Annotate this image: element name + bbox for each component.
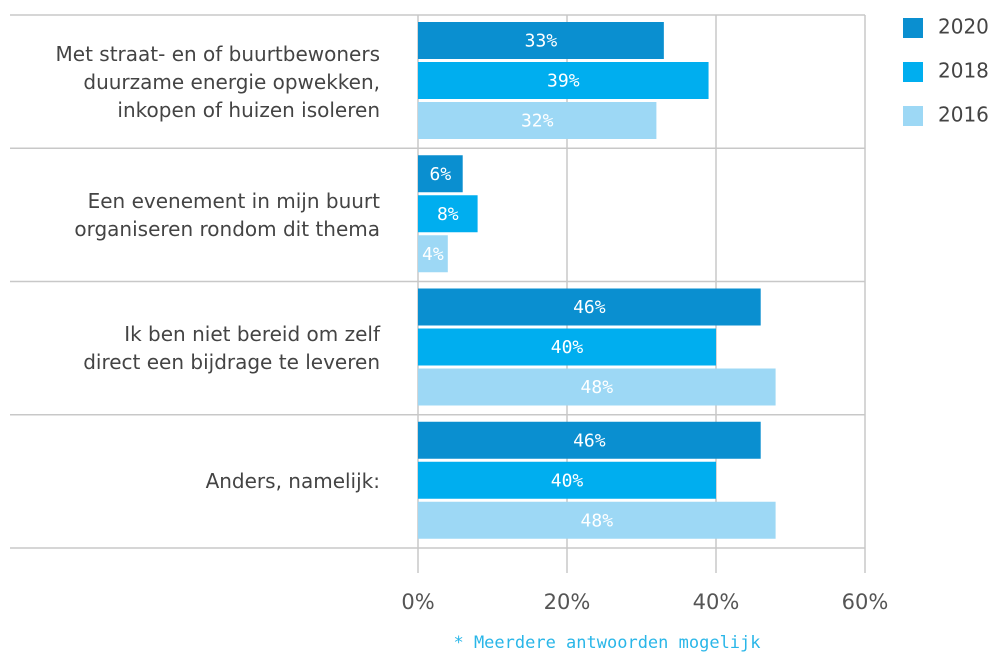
value-label: 48% [581,377,614,398]
bar [418,62,709,99]
bar [418,501,776,539]
bar [418,328,716,366]
footnote: * Meerdere antwoorden mogelijk [453,633,760,653]
value-label: 33% [525,31,558,52]
category-label: Ik ben niet bereid om zelf direct een bi… [83,322,380,375]
legend-swatch [903,18,923,38]
bar [418,195,478,233]
legend-label: 2018 [938,59,989,83]
x-tick-label: 40% [693,590,740,614]
category-label: Anders, namelijk: [205,469,380,494]
legend-label: 2020 [938,15,989,39]
category-label: Met straat- en of buurtbewoners duurzame… [55,41,380,122]
bar [418,288,761,326]
value-label: 6% [430,164,452,185]
legend-swatch [903,106,923,126]
value-label: 39% [547,71,580,92]
bar [418,235,448,273]
value-label: 40% [551,337,584,358]
legend-swatch [903,62,923,82]
value-label: 4% [422,244,444,265]
category-label: Een evenement in mijn buurt organiseren … [74,188,380,241]
bar [418,22,664,59]
value-label: 46% [573,430,606,451]
value-label: 40% [551,470,584,491]
value-label: 8% [437,204,459,225]
legend-label: 2016 [938,103,989,127]
bar [418,461,716,499]
x-tick-label: 20% [544,590,591,614]
value-label: 48% [581,510,614,531]
bar [418,421,761,459]
x-tick-label: 60% [842,590,889,614]
value-label: 46% [573,297,606,318]
x-tick-label: 0% [401,590,434,614]
value-label: 32% [521,111,554,132]
bar [418,368,776,406]
bar [418,102,657,139]
bar [418,155,463,193]
